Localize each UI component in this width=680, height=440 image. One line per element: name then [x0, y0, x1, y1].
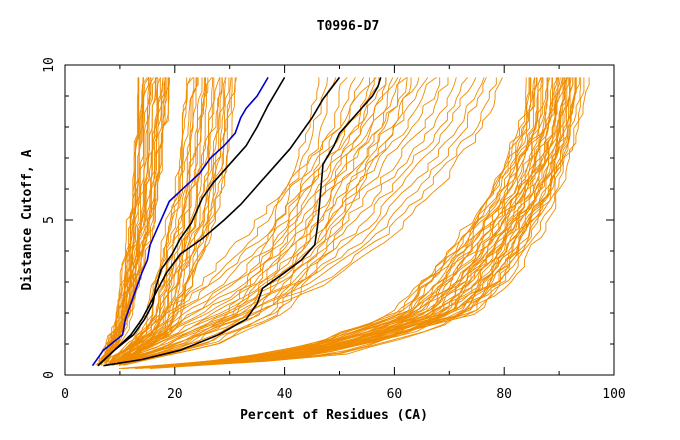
model-curve	[147, 77, 536, 368]
black-series-line	[97, 76, 286, 367]
x-tick-label: 0	[61, 387, 69, 402]
model-curve	[159, 77, 582, 369]
x-tick-label: 60	[387, 387, 403, 402]
model-curve	[114, 77, 337, 365]
model-curve	[200, 77, 577, 366]
model-curve	[108, 77, 387, 364]
model-curve	[109, 77, 437, 365]
model-curve	[115, 77, 348, 365]
model-curve	[100, 77, 170, 366]
model-curve	[108, 77, 380, 366]
model-curve	[154, 77, 542, 367]
model-curve	[152, 77, 585, 369]
y-axis-label: Distance Cutoff, A	[20, 149, 35, 290]
model-curve	[117, 77, 209, 364]
model-curve	[146, 77, 563, 369]
x-axis-label: Percent of Residues (CA)	[240, 408, 428, 423]
axis-ticks: 0 20 40 60 80 100 0 5 10	[42, 57, 626, 402]
highlighted-curves	[91, 76, 382, 367]
model-curve	[126, 77, 356, 364]
chart-title: T0996-D7	[317, 19, 380, 34]
model-curve	[187, 77, 566, 365]
model-curve	[105, 77, 408, 366]
black-series-line	[103, 77, 382, 367]
x-tick-label: 20	[167, 387, 183, 402]
y-tick-label: 0	[42, 371, 57, 379]
model-curve	[104, 77, 166, 362]
model-curve	[96, 77, 144, 365]
model-curve	[149, 77, 590, 369]
model-curve	[134, 77, 549, 369]
model-curve	[173, 77, 548, 366]
model-curve	[114, 77, 477, 366]
model-curve	[110, 77, 191, 365]
model-curve	[122, 77, 221, 362]
model-curve	[117, 77, 320, 364]
background-model-curves	[95, 77, 590, 370]
model-curve	[121, 77, 457, 363]
model-curve	[120, 77, 412, 366]
y-tick-label: 10	[42, 57, 57, 73]
model-curve	[116, 77, 420, 363]
model-curve	[113, 77, 449, 364]
model-curve	[129, 77, 394, 364]
model-curve	[164, 77, 570, 367]
model-curve	[109, 77, 198, 364]
x-tick-label: 100	[602, 387, 625, 402]
model-curve	[124, 77, 237, 366]
x-tick-label: 80	[496, 387, 512, 402]
model-curve	[105, 77, 408, 366]
model-curve	[107, 77, 199, 366]
model-curve	[123, 77, 468, 362]
model-curve	[168, 77, 561, 367]
model-curve	[140, 77, 537, 368]
model-curve	[120, 77, 213, 364]
model-curve	[116, 77, 328, 366]
x-tick-label: 40	[277, 387, 293, 402]
black-series-line	[97, 76, 341, 367]
model-curve	[116, 77, 197, 363]
model-curve	[100, 77, 150, 364]
model-curve	[123, 77, 402, 366]
model-curve	[104, 77, 149, 363]
model-curve	[125, 77, 233, 363]
model-curve	[195, 77, 580, 366]
model-curve	[119, 77, 223, 366]
blue-series-line	[91, 76, 269, 367]
model-curve	[143, 77, 574, 369]
model-curve	[124, 77, 487, 363]
model-curve	[140, 77, 569, 369]
y-tick-label: 5	[42, 216, 57, 224]
model-curve	[99, 77, 164, 366]
model-curve	[135, 77, 375, 363]
model-curve	[120, 77, 441, 362]
model-curve	[110, 77, 399, 363]
model-curve	[131, 77, 530, 369]
model-curve	[116, 77, 206, 366]
model-curve	[113, 77, 206, 362]
model-curve	[151, 77, 571, 368]
model-curve	[118, 77, 429, 363]
